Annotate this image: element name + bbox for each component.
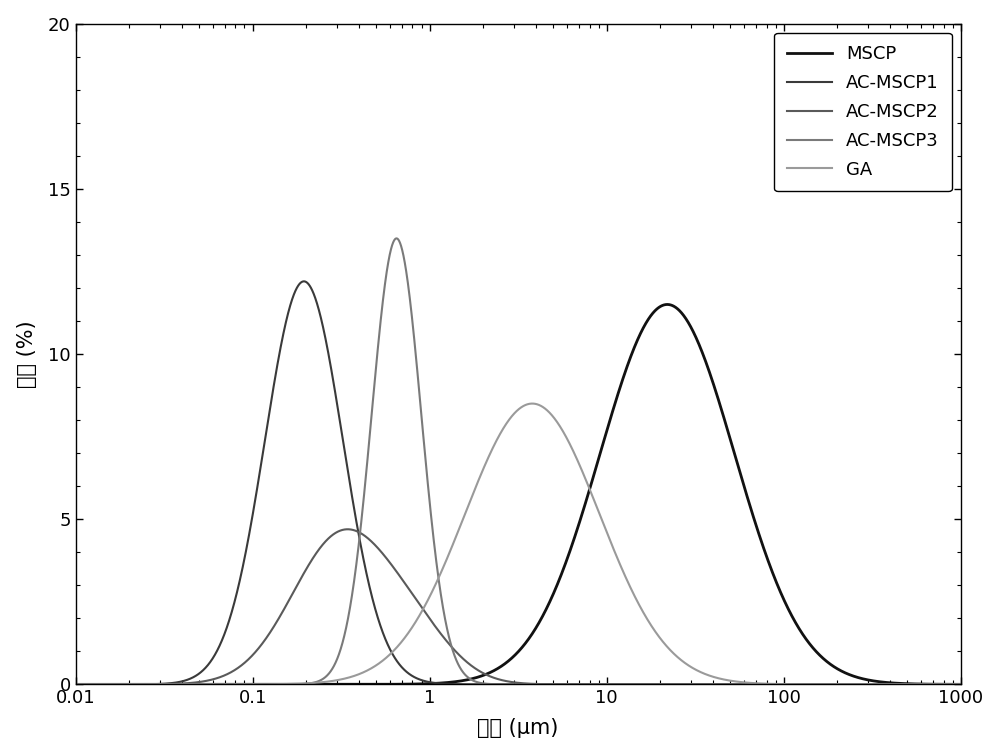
MSCP [593,451,605,461]
AC-MSCP1 [726,680,738,689]
AC-MSCP2 [726,680,738,689]
Line: AC-MSCP1: AC-MSCP1 [76,282,961,684]
AC-MSCP1 [114,680,126,689]
AC-MSCP2 [342,525,354,534]
MSCP [773,584,785,593]
MSCP [70,680,82,689]
X-axis label: 粒径 (μm): 粒径 (μm) [477,718,559,738]
AC-MSCP2 [114,680,126,689]
AC-MSCP1 [955,680,967,689]
AC-MSCP1 [70,680,82,689]
AC-MSCP3 [70,680,82,689]
AC-MSCP2 [955,680,967,689]
GA [70,680,82,689]
AC-MSCP3 [114,680,126,689]
AC-MSCP2 [632,680,644,689]
AC-MSCP3 [773,680,785,689]
Line: GA: GA [76,404,961,684]
GA [390,644,402,653]
AC-MSCP1 [593,680,605,689]
Line: AC-MSCP3: AC-MSCP3 [76,239,961,684]
GA [526,399,538,408]
GA [593,509,605,518]
MSCP [632,334,644,344]
MSCP [726,440,738,449]
GA [726,676,738,686]
AC-MSCP1 [632,680,644,689]
AC-MSCP1 [773,680,785,689]
AC-MSCP2 [593,680,605,689]
AC-MSCP2 [773,680,785,689]
MSCP [390,680,402,689]
Line: AC-MSCP2: AC-MSCP2 [76,529,961,684]
AC-MSCP3 [726,680,738,689]
GA [773,680,785,689]
GA [632,598,644,607]
AC-MSCP1 [390,655,402,664]
AC-MSCP3 [955,680,967,689]
Legend: MSCP, AC-MSCP1, AC-MSCP2, AC-MSCP3, GA: MSCP, AC-MSCP1, AC-MSCP2, AC-MSCP3, GA [774,32,952,191]
MSCP [114,680,126,689]
AC-MSCP2 [390,566,402,575]
AC-MSCP3 [390,234,402,243]
MSCP [955,680,967,689]
MSCP [661,300,673,309]
Y-axis label: 频率 (%): 频率 (%) [17,320,37,388]
AC-MSCP3 [390,234,402,243]
GA [955,680,967,689]
AC-MSCP2 [70,680,82,689]
Line: MSCP: MSCP [76,304,961,684]
AC-MSCP3 [593,680,605,689]
AC-MSCP1 [298,277,310,286]
AC-MSCP3 [632,680,644,689]
GA [114,680,126,689]
